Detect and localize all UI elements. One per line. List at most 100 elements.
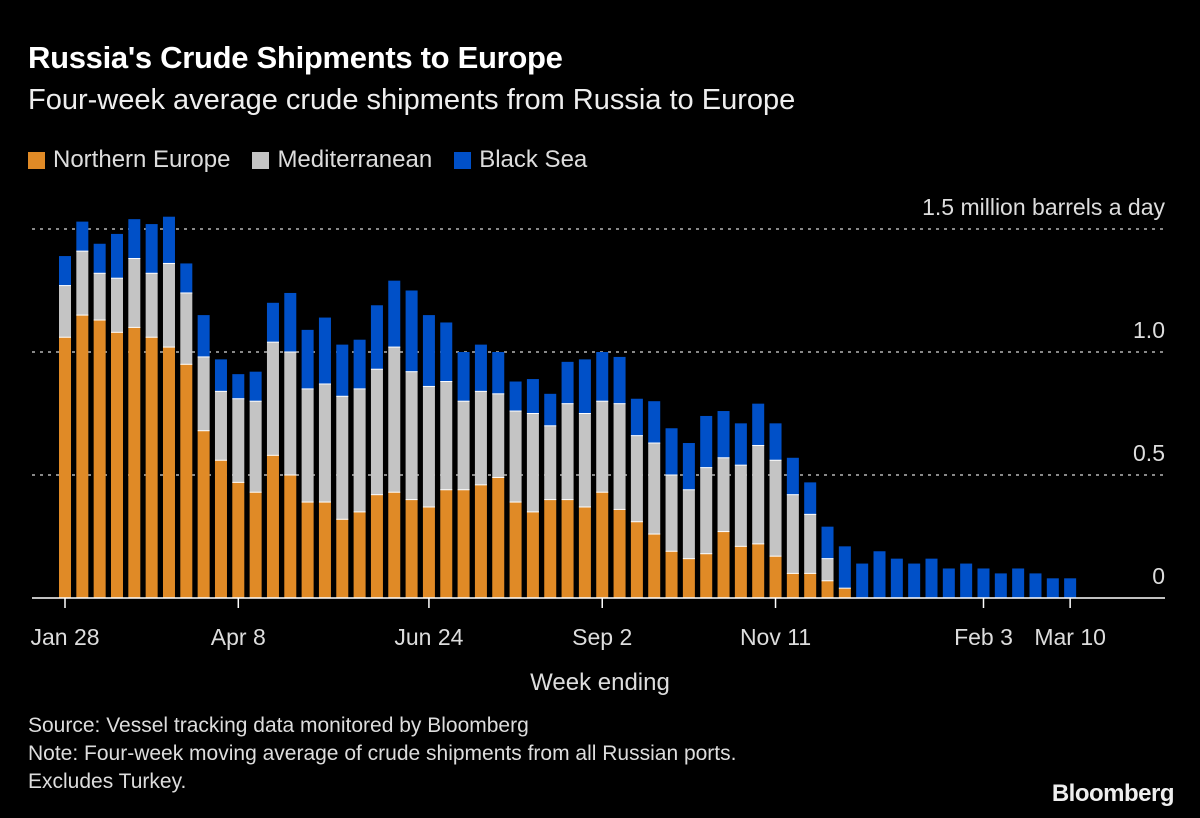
bar-northern-europe [544,499,557,598]
bar-mediterranean [648,443,661,535]
bar-mediterranean [492,393,505,478]
bar-northern-europe [197,430,210,598]
bar-northern-europe [786,573,799,598]
x-tick-label: Sep 2 [572,624,632,650]
bar-black-sea [994,573,1007,598]
bar-northern-europe [578,506,591,598]
bar-mediterranean [578,413,591,507]
bar-northern-europe [440,489,453,598]
bar-black-sea [630,398,643,436]
source-text: Source: Vessel tracking data monitored b… [28,714,529,737]
legend-label: Black Sea [479,146,588,173]
note-text-2: Excludes Turkey. [28,770,187,793]
bar-mediterranean [440,381,453,490]
bar-mediterranean [145,273,158,338]
bar-black-sea [232,374,245,399]
bar-northern-europe [474,484,487,598]
bar-mediterranean [544,425,557,500]
bar-black-sea [648,401,661,444]
bar-black-sea [544,393,557,426]
bar-black-sea [977,568,990,598]
legend-swatch [28,151,45,169]
bar-northern-europe [266,455,279,598]
legend-label: Northern Europe [53,146,231,173]
bar-black-sea [405,290,418,372]
bar-northern-europe [318,502,331,598]
bar-black-sea [700,415,713,468]
bar-mediterranean [318,383,331,503]
note-text: Note: Four-week moving average of crude … [28,742,737,765]
bar-black-sea [145,224,158,274]
bar-mediterranean [336,396,349,520]
bar-black-sea [214,359,227,392]
bar-black-sea [682,443,695,490]
bar-northern-europe [613,509,626,598]
bar-mediterranean [804,514,817,574]
bar-mediterranean [405,371,418,500]
bloomberg-logo: Bloomberg [1051,780,1175,807]
bar-northern-europe [110,332,123,598]
bar-black-sea [786,457,799,495]
bar-mediterranean [717,457,730,532]
legend-label: Mediterranean [277,146,433,173]
bar-mediterranean [752,445,765,544]
bar-black-sea [890,558,903,598]
bar-black-sea [665,428,678,475]
bar-black-sea [440,322,453,382]
bar-black-sea [734,423,747,466]
bar-black-sea [249,371,262,402]
bar-black-sea [422,315,435,387]
bar-mediterranean [197,356,210,431]
bar-black-sea [804,482,817,515]
bar-mediterranean [76,251,89,316]
bar-northern-europe [145,337,158,598]
bar-northern-europe [457,489,470,598]
bar-black-sea [578,359,591,414]
bar-mediterranean [734,465,747,547]
bar-black-sea [596,352,609,402]
bar-black-sea [838,546,851,589]
bar-black-sea [197,315,210,357]
bar-black-sea [370,305,383,370]
bar-mediterranean [821,558,834,581]
bar-black-sea [266,302,279,343]
bar-black-sea [336,344,349,397]
bar-northern-europe [561,499,574,598]
bar-northern-europe [76,315,89,598]
bar-mediterranean [561,403,574,500]
bar-black-sea [128,219,141,259]
bar-black-sea [162,216,175,264]
bar-black-sea [509,381,522,412]
bar-black-sea [318,317,331,384]
bar-mediterranean [630,435,643,522]
bar-northern-europe [769,556,782,598]
bar-mediterranean [422,386,435,507]
bar-black-sea [284,292,297,352]
x-tick-label: Feb 3 [954,624,1013,650]
bar-mediterranean [665,475,678,552]
bar-northern-europe [336,519,349,598]
footer: Source: Vessel tracking data monitored b… [28,712,736,796]
bar-northern-europe [128,327,141,598]
bar-northern-europe [180,364,193,598]
bar-black-sea [717,411,730,458]
bar-mediterranean [786,494,799,574]
bar-northern-europe [214,460,227,598]
chart-subtitle: Four-week average crude shipments from R… [28,84,796,116]
bar-black-sea [561,361,574,404]
bar-northern-europe [59,337,71,598]
legend-item-black-sea: Black Sea [454,146,587,174]
bar-mediterranean [370,369,383,495]
bar-black-sea [1012,568,1025,598]
bar-black-sea [613,356,626,404]
bar-mediterranean [474,391,487,485]
chart-title: Russia's Crude Shipments to Europe [28,40,563,75]
bar-black-sea [301,329,314,389]
bar-mediterranean [180,292,193,365]
bar-northern-europe [700,553,713,598]
x-tick-label: Jun 24 [394,624,463,650]
bar-northern-europe [422,506,435,598]
bar-northern-europe [249,492,262,598]
bar-mediterranean [162,263,175,348]
